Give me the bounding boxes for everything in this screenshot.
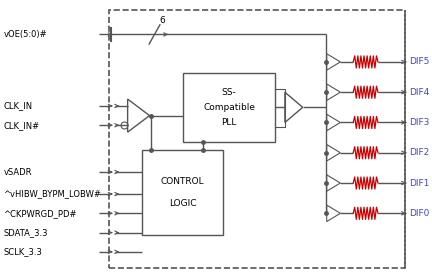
Text: SDATA_3.3: SDATA_3.3 (3, 228, 48, 237)
Text: SCLK_3.3: SCLK_3.3 (3, 247, 42, 256)
Text: DIF2: DIF2 (409, 148, 429, 157)
Text: CLK_IN#: CLK_IN# (3, 121, 40, 130)
Text: DIF5: DIF5 (409, 58, 429, 66)
Text: SS-: SS- (222, 88, 236, 97)
Text: ^CKPWRGD_PD#: ^CKPWRGD_PD# (3, 209, 77, 218)
Text: 6: 6 (159, 16, 165, 25)
Text: DIF0: DIF0 (409, 209, 429, 218)
Text: ^vHIBW_BYPM_LOBW#: ^vHIBW_BYPM_LOBW# (3, 190, 102, 198)
Text: DIF4: DIF4 (409, 88, 429, 97)
Text: CLK_IN: CLK_IN (3, 101, 32, 110)
Text: CONTROL: CONTROL (161, 177, 204, 186)
Text: DIF3: DIF3 (409, 118, 429, 127)
Text: vSADR: vSADR (3, 168, 32, 177)
Text: LOGIC: LOGIC (169, 199, 196, 208)
Text: vOE(5:0)#: vOE(5:0)# (3, 30, 47, 39)
FancyBboxPatch shape (142, 150, 223, 235)
Text: Compatible: Compatible (203, 103, 255, 112)
Text: PLL: PLL (221, 118, 237, 127)
FancyBboxPatch shape (184, 73, 275, 142)
Text: DIF1: DIF1 (409, 178, 429, 188)
